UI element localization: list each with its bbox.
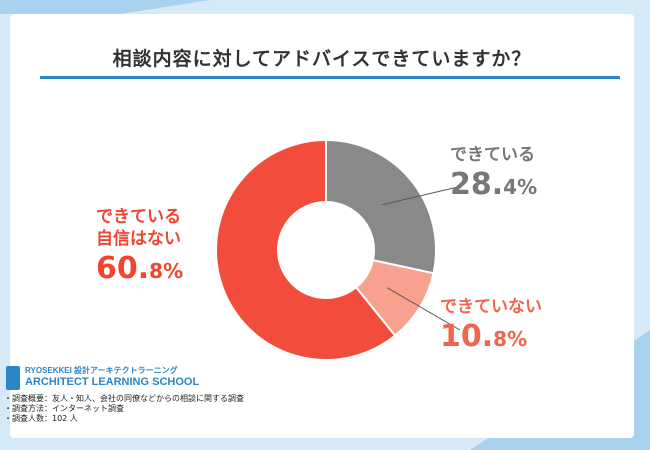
leader-line-1 xyxy=(387,287,461,331)
label-dekiteiru-text: できている xyxy=(450,145,535,165)
donut-chart xyxy=(215,138,463,361)
donut-slice-0 xyxy=(325,138,437,275)
label-jishin-nai-text2: 自信はない xyxy=(96,229,181,249)
card: 相談内容に対してアドバイスできていますか？ できている 28.4% できていない… xyxy=(10,14,634,438)
title-underline xyxy=(40,76,620,79)
logo-line2: ARCHITECT LEARNING SCHOOL xyxy=(25,376,200,388)
survey-notes: ・調査概要：友人・知人、会社の同僚などからの相談に関する調査 ・調査方法：インタ… xyxy=(4,394,244,424)
label-jishin-nai-percent: 60.8% xyxy=(96,251,184,286)
logo-mark-icon xyxy=(6,366,20,390)
chart-title: 相談内容に対してアドバイスできていますか？ xyxy=(112,48,532,70)
label-dekiteinai-percent: 10.8% xyxy=(440,319,528,354)
label-dekiteinai-text: できていない xyxy=(440,297,542,317)
leader-line-0 xyxy=(381,185,463,206)
label-jishin-nai: できている 自信はない 60.8% xyxy=(96,206,183,292)
note-count: ・調査人数：102 人 xyxy=(4,414,78,423)
note-overview: ・調査概要：友人・知人、会社の同僚などからの相談に関する調査 xyxy=(4,394,244,403)
note-method: ・調査方法：インターネット調査 xyxy=(4,404,124,413)
donut-slice-2 xyxy=(215,138,397,361)
label-dekiteiru: できている 28.4% xyxy=(450,144,537,208)
logo-line1: RYOSEKKEI 設計アーキテクトラーニング xyxy=(25,366,178,375)
label-dekiteiru-percent: 28.4% xyxy=(450,167,538,202)
label-jishin-nai-text1: できている xyxy=(96,207,181,227)
label-dekiteinai: できていない 10.8% xyxy=(440,296,542,360)
